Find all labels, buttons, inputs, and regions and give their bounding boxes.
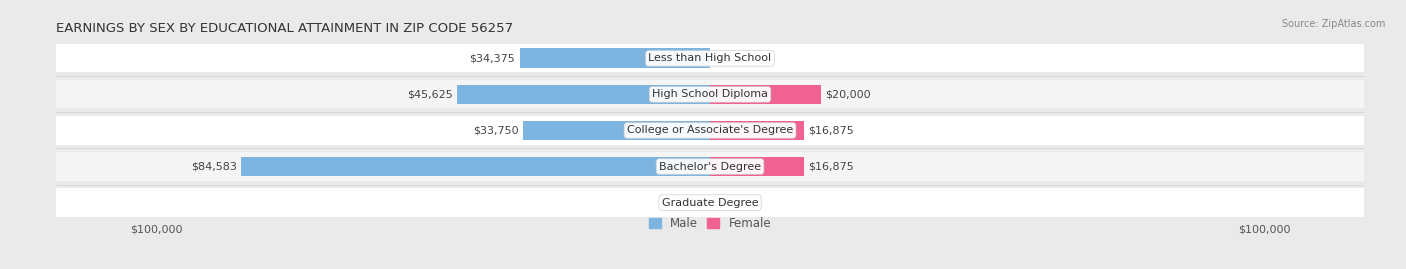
Bar	[523, 121, 710, 140]
Bar	[520, 48, 710, 68]
Text: $16,875: $16,875	[808, 125, 853, 136]
Text: Less than High School: Less than High School	[648, 53, 772, 63]
Bar	[0, 80, 1406, 108]
Text: EARNINGS BY SEX BY EDUCATIONAL ATTAINMENT IN ZIP CODE 56257: EARNINGS BY SEX BY EDUCATIONAL ATTAINMEN…	[56, 22, 513, 35]
Text: $20,000: $20,000	[825, 89, 870, 100]
Bar	[242, 157, 710, 176]
Text: College or Associate's Degree: College or Associate's Degree	[627, 125, 793, 136]
Text: $0: $0	[688, 197, 702, 208]
Text: Bachelor's Degree: Bachelor's Degree	[659, 161, 761, 172]
Text: $45,625: $45,625	[408, 89, 453, 100]
Bar	[710, 84, 821, 104]
Text: Graduate Degree: Graduate Degree	[662, 197, 758, 208]
Bar	[710, 121, 803, 140]
Legend: Male, Female: Male, Female	[644, 213, 776, 235]
Bar	[710, 157, 803, 176]
Text: $33,750: $33,750	[472, 125, 519, 136]
Text: $84,583: $84,583	[191, 161, 238, 172]
Bar	[0, 153, 1406, 180]
Text: $34,375: $34,375	[470, 53, 515, 63]
Text: $0: $0	[718, 197, 733, 208]
Text: Source: ZipAtlas.com: Source: ZipAtlas.com	[1281, 19, 1385, 29]
Text: $0: $0	[718, 53, 733, 63]
Bar	[0, 116, 1406, 144]
Bar	[0, 189, 1406, 217]
Bar	[0, 44, 1406, 72]
Text: High School Diploma: High School Diploma	[652, 89, 768, 100]
Text: $16,875: $16,875	[808, 161, 853, 172]
Bar	[457, 84, 710, 104]
